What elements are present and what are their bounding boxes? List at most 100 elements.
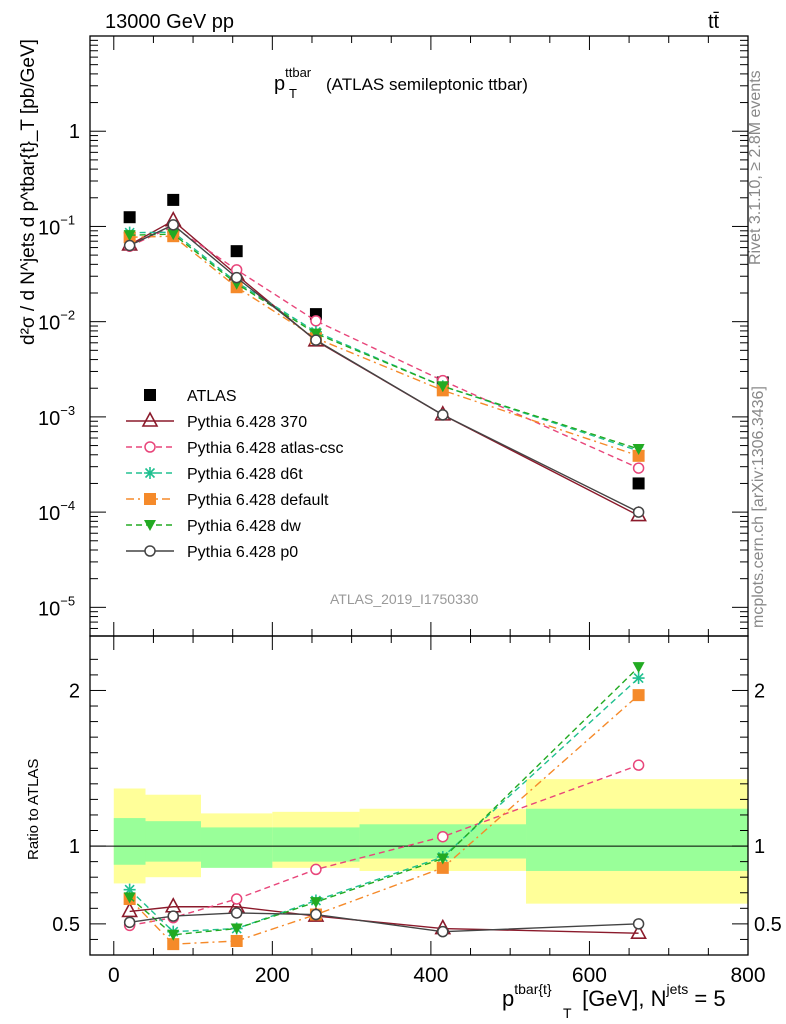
ratio-series-5 <box>123 907 645 938</box>
main-y-tick-label: 10−1 <box>38 212 75 239</box>
ratio-data-point <box>167 929 180 941</box>
ratio-data-point <box>167 910 179 922</box>
ratio-series-line <box>129 694 640 945</box>
ratio-data-point <box>167 938 180 951</box>
chart-layer: 0 200 400 600 800 1 10−1 10−2 10−3 10−4 10−5 0.5 0.5… <box>38 35 782 987</box>
ratio-data-point <box>230 923 243 935</box>
legend-label: ATLAS <box>187 388 237 405</box>
main-title: pttbar T (ATLAS semileptonic ttbar) <box>274 65 528 101</box>
legend-label: Pythia 6.428 370 <box>187 414 307 431</box>
ratio-data-point <box>632 672 645 685</box>
main-series-line <box>129 225 639 469</box>
main-data-point <box>167 219 179 231</box>
ratio-y-tick-label-right: 0.5 <box>754 914 782 936</box>
legend-label: Pythia 6.428 default <box>187 492 329 509</box>
main-data-point <box>167 229 180 241</box>
x-tick-label: 600 <box>572 964 607 987</box>
rivet-label: Rivet 3.1.10, ≥ 2.8M events <box>747 70 764 265</box>
ratio-data-point <box>436 853 449 865</box>
main-data-point <box>436 381 449 393</box>
x-axis-label: ptbar{t}T [GeV], Njets = 5 <box>502 981 726 1021</box>
main-data-point <box>310 315 322 327</box>
ratio-data-point <box>309 897 322 909</box>
ratio-data-point <box>437 925 449 938</box>
main-data-point <box>632 449 645 462</box>
x-tick-label: 800 <box>730 964 765 987</box>
ratio-y-tick-label-right: 1 <box>754 836 765 858</box>
ratio-y-tick-label-right: 2 <box>754 680 765 702</box>
main-y-tick-label: 10−5 <box>38 593 75 620</box>
legend-marker <box>144 441 156 453</box>
ratio-data-point <box>121 901 138 918</box>
main-data-point <box>123 239 136 252</box>
legend-marker <box>144 545 156 557</box>
main-series-2 <box>123 220 645 474</box>
legend-label: Pythia 6.428 p0 <box>187 544 298 561</box>
ratio-y-tick-label: 1 <box>69 836 80 858</box>
ratio-series-line <box>129 906 639 934</box>
ratio-y-tick-label: 2 <box>69 680 80 702</box>
main-series-line <box>129 235 639 457</box>
legend-marker <box>144 467 156 479</box>
ratio-data-point <box>632 662 645 674</box>
main-y-tick-label: 10−3 <box>38 403 75 430</box>
main-y-tick-label: 1 <box>69 121 80 143</box>
x-tick-label: 200 <box>255 964 290 987</box>
legend-label: Pythia 6.428 atlas-csc <box>187 440 344 457</box>
legend-marker <box>144 520 156 531</box>
ratio-y-tick-label: 0.5 <box>52 914 80 936</box>
main-series-6 <box>123 219 645 518</box>
main-series-line <box>129 231 639 452</box>
ratio-ylabel: Ratio to ATLAS <box>25 759 42 860</box>
ratio-data-point <box>310 908 322 921</box>
main-data-point <box>310 334 322 346</box>
legend-entry-6: Pythia 6.428 p0 <box>126 544 298 561</box>
ratio-band-inner-1 <box>145 821 201 862</box>
legend-marker <box>144 389 156 401</box>
ratio-series-line <box>129 764 639 927</box>
ratio-data-point <box>632 689 645 702</box>
ratio-series-4 <box>123 662 645 941</box>
ratio-data-point <box>630 923 647 940</box>
ratio-series-line <box>129 912 639 933</box>
ratio-series-line <box>129 677 640 933</box>
main-data-point <box>632 462 645 474</box>
ratio-data-point <box>164 897 182 913</box>
legend-entry-0: ATLAS <box>144 388 237 405</box>
ratio-data-point <box>436 861 449 874</box>
legend-entry-1: Pythia 6.428 370 <box>126 411 307 431</box>
mcplots-label: mcplots.cern.ch [arXiv:1306.3436] <box>750 386 767 628</box>
watermark: ATLAS_2019_I1750330 <box>330 591 479 607</box>
main-data-point <box>167 193 180 206</box>
main-data-point <box>632 444 645 456</box>
ratio-data-point <box>632 759 645 771</box>
legend-entry-4: Pythia 6.428 default <box>126 492 329 509</box>
ratio-data-point <box>437 830 449 843</box>
ratio-data-point <box>123 916 136 929</box>
ratio-data-point <box>310 863 322 876</box>
ratio-band-inner-3 <box>272 827 360 862</box>
main-data-point <box>230 245 243 258</box>
ratio-frame <box>89 635 749 956</box>
header-right: tt̄ <box>708 11 720 33</box>
ratio-data-point <box>230 907 243 919</box>
main-data-point <box>309 328 322 340</box>
main-data-point <box>123 211 136 224</box>
main-data-point <box>123 230 136 242</box>
legend-label: Pythia 6.428 dw <box>187 518 301 535</box>
ratio-band-inner-0 <box>113 818 146 865</box>
legend-marker <box>144 493 156 505</box>
main-y-tick-label: 10−2 <box>38 308 75 335</box>
legend-entry-3: Pythia 6.428 d6t <box>126 466 303 483</box>
legend-entry-5: Pythia 6.428 dw <box>126 518 301 535</box>
ratio-data-point <box>230 893 243 905</box>
ratio-data-point <box>123 883 136 896</box>
main-data-point <box>437 409 449 421</box>
legend-marker <box>141 411 159 427</box>
header-left: 13000 GeV pp <box>105 11 234 33</box>
x-tick-label: 0 <box>108 964 120 987</box>
main-data-point <box>632 506 645 518</box>
main-data-point <box>230 271 243 284</box>
main-data-point <box>632 477 645 490</box>
